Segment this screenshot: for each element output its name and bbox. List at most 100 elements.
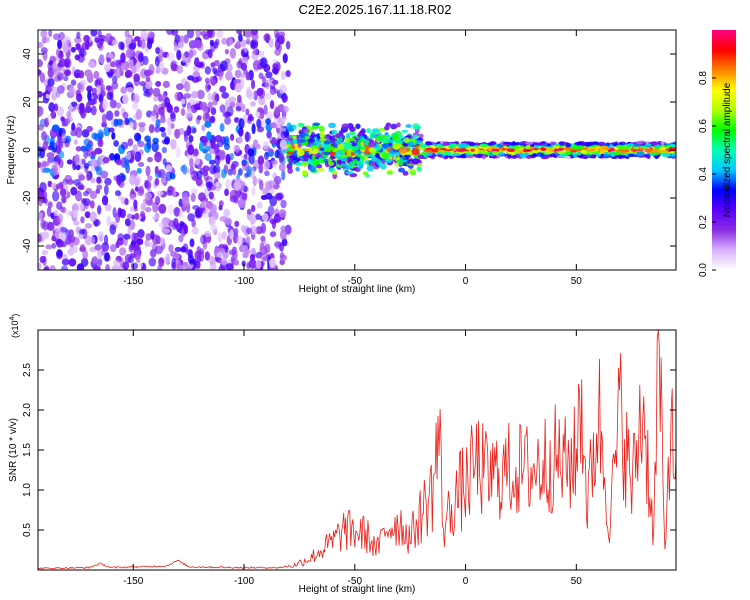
y-tick-label: 2.0 [22, 403, 33, 417]
spectrogram-cell [245, 35, 251, 44]
spectrogram-cell [129, 253, 136, 259]
spectrogram-cell [75, 127, 83, 138]
spectrogram-cell [219, 60, 228, 72]
spectrogram-cell [207, 92, 213, 101]
spectrogram-cell [192, 127, 197, 134]
spectrogram-cell [216, 69, 224, 77]
spectrogram-cell [233, 259, 240, 266]
spectrogram-cell [187, 213, 195, 222]
spectrogram-cell [186, 125, 192, 136]
spectrogram-cell [250, 204, 256, 213]
spectrogram-cell [194, 157, 200, 166]
spectrogram-cell [235, 106, 242, 112]
spectrogram-cell [343, 144, 352, 151]
spectrogram-cell [385, 122, 392, 127]
spectrogram-cell [55, 183, 64, 190]
spectrogram-cell [155, 80, 162, 87]
spectrogram-cell [201, 124, 206, 132]
spectrogram-cell [238, 168, 243, 176]
spectrogram-cell [345, 170, 354, 175]
spectrogram-cell [239, 72, 248, 78]
spectrogram-cell [371, 133, 377, 139]
spectrogram-cell [144, 79, 153, 90]
spectrogram-cell [123, 233, 131, 240]
colorbar-tick-label: 0.2 [698, 215, 709, 229]
spectrogram-cell [180, 98, 186, 105]
spectrogram-cell [91, 132, 98, 140]
spectrogram-cell [94, 166, 101, 172]
spectrogram-cell [215, 38, 220, 46]
colorbar-label: Normalized spectral amplitude [722, 82, 733, 217]
spectrogram-cell [103, 36, 110, 43]
spectrogram-cell [98, 94, 103, 102]
spectrogram-cell [250, 225, 257, 236]
spectrogram-cell [38, 262, 42, 270]
spectrogram-cell [89, 211, 97, 223]
spectrogram-cell [42, 50, 48, 61]
spectrogram-cell [137, 161, 145, 168]
spectrogram-x-axis: -150 -100 -50 0 50 [123, 30, 582, 287]
spectrogram-cell [74, 72, 81, 79]
spectrogram-cell [132, 102, 139, 111]
spectrogram-cell [366, 165, 375, 172]
spectrogram-cell [202, 135, 208, 142]
spectrogram-cell [269, 86, 276, 96]
spectrogram-cell [90, 158, 97, 167]
spectrogram-cell [166, 52, 175, 61]
spectrogram-cell [170, 112, 176, 122]
spectrogram-cell [279, 139, 288, 150]
spectrogram-cell [85, 39, 90, 50]
spectrogram-cell [240, 39, 247, 48]
spectrogram-cell [187, 144, 195, 156]
snr-panel: -150 -100 -50 0 50 0.5 1.0 1.5 2.0 2.5 Height of… [8, 314, 677, 595]
spectrogram-cell [194, 209, 201, 219]
spectrogram-cell [274, 39, 281, 50]
spectrogram-cell [250, 101, 256, 107]
spectrogram-cell [250, 30, 258, 36]
spectrogram-cell [251, 247, 256, 255]
spectrogram-cell [245, 236, 251, 247]
spectrogram-cell [179, 35, 185, 43]
spectrogram-cell [341, 123, 350, 130]
spectrogram-cell [77, 202, 84, 212]
spectrogram-cell [127, 138, 134, 147]
spectrogram-cell [413, 134, 419, 139]
spectrogram-cell [386, 139, 394, 143]
spectrogram-cell [94, 147, 103, 155]
spectrogram-cell [168, 244, 174, 253]
spectrogram-cell [310, 142, 318, 146]
spectrogram-cell [670, 144, 676, 148]
spectrogram-cell [384, 158, 393, 163]
spectrogram-cell [175, 83, 184, 91]
spectrogram-ylabel: Frequency (Hz) [6, 116, 17, 185]
spectrogram-cell [336, 150, 342, 156]
spectrogram-cell [282, 53, 288, 64]
spectrogram-cell [373, 128, 380, 133]
spectrogram-cell [245, 108, 250, 116]
spectrogram-cell [286, 139, 293, 146]
spectrogram-cell [97, 205, 102, 215]
spectrogram-cell [328, 122, 336, 129]
spectrogram-cell [546, 143, 551, 147]
spectrogram-cell [328, 146, 335, 151]
spectrogram-cell [332, 143, 339, 150]
spectrogram-cell [621, 149, 631, 153]
spectrogram-cell [66, 159, 73, 165]
spectrogram-cell [136, 238, 144, 246]
spectrogram-cell [274, 175, 282, 185]
chart-title: C2E2.2025.167.11.18.R02 [298, 2, 452, 17]
spectrogram-cell [255, 251, 263, 259]
spectrogram-cell [153, 95, 159, 102]
colorbar-tick-label: 0.8 [698, 71, 709, 85]
spectrogram-cell [167, 124, 172, 136]
spectrogram-cell [111, 39, 119, 46]
spectrogram-cell [68, 246, 74, 257]
spectrogram-cell [187, 75, 194, 81]
spectrogram-cell [38, 212, 43, 219]
spectrogram-cell [127, 225, 132, 236]
spectrogram-cell [270, 139, 278, 145]
spectrogram-cell [96, 176, 102, 184]
spectrogram-cell [323, 151, 332, 156]
spectrogram-cell [650, 141, 659, 146]
spectrogram-cell [591, 151, 601, 155]
